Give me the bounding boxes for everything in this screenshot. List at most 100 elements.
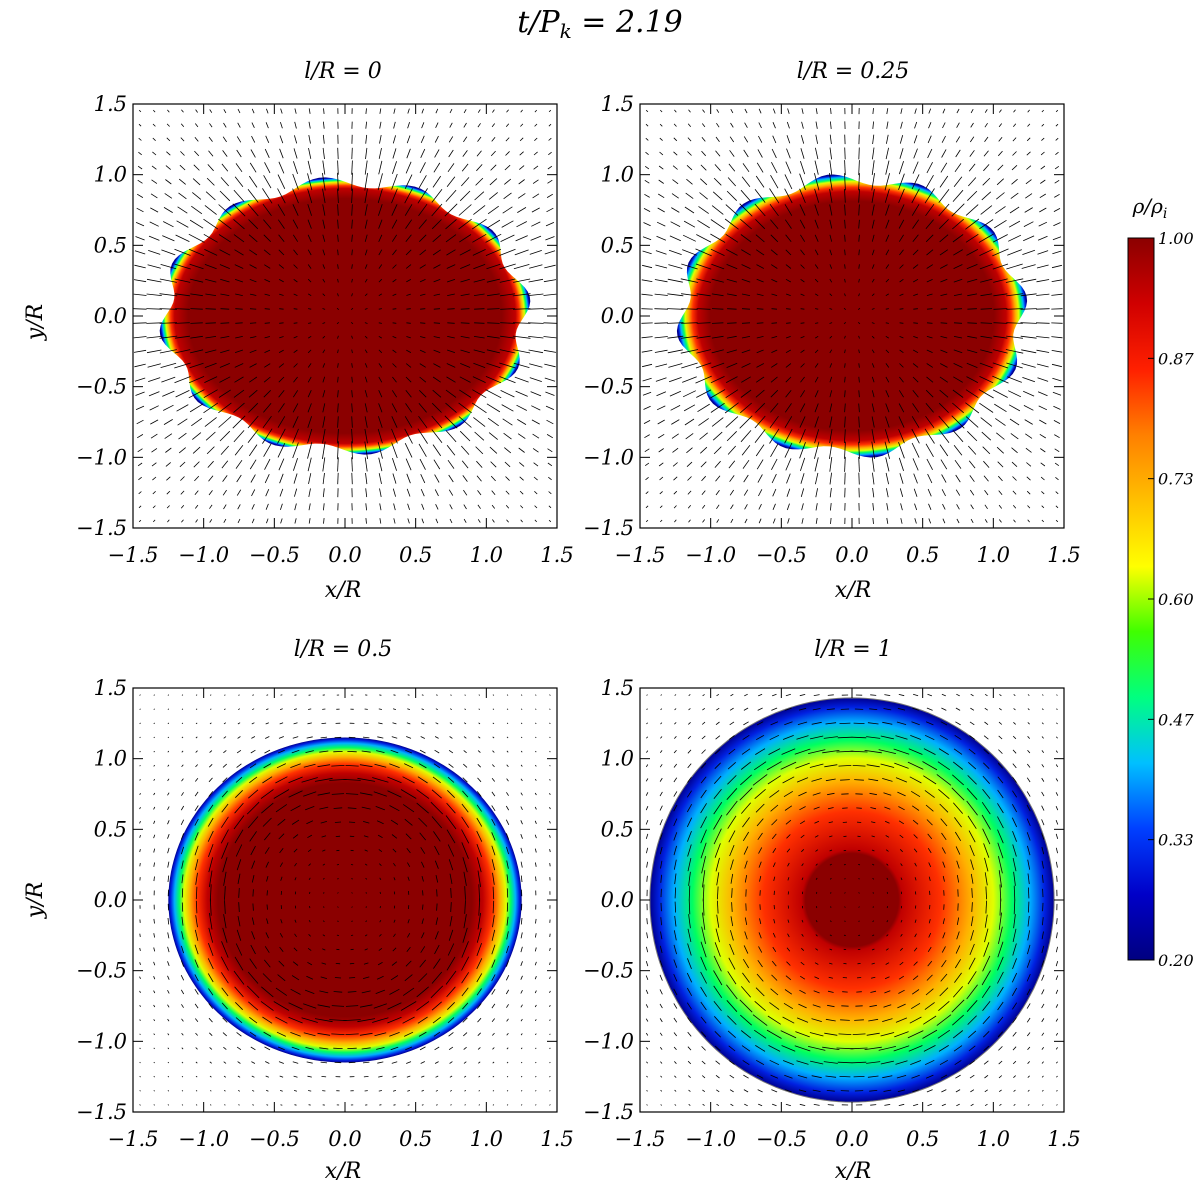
figure-title-main: t/P: [517, 5, 560, 40]
velocity-arrow: [221, 309, 230, 310]
y-tick-label: 1.5: [601, 92, 634, 116]
velocity-arrow: [235, 323, 242, 324]
velocity-arrow: [437, 889, 438, 896]
velocity-arrow: [281, 1105, 283, 1106]
velocity-arrow: [238, 1105, 239, 1106]
colorbar-tick-label: 0.87: [1158, 349, 1194, 368]
x-tick-label: 0.0: [328, 543, 361, 567]
colorbar-tick-label: 0.33: [1158, 831, 1194, 850]
y-axis-label: y/R: [23, 882, 48, 919]
velocity-arrow: [206, 323, 216, 324]
velocity-arrow: [154, 1090, 155, 1091]
x-tick-label: 0.0: [835, 1127, 868, 1151]
x-tick-label: 0.5: [399, 1127, 432, 1151]
velocity-arrow: [140, 1062, 141, 1063]
y-tick-label: 0.5: [94, 233, 127, 257]
velocity-arrow: [450, 695, 451, 696]
velocity-arrow: [840, 723, 851, 724]
x-tick-label: 1.0: [470, 543, 503, 567]
x-tick-label: −1.0: [685, 543, 736, 567]
density-field: [168, 738, 521, 1063]
x-tick-label: −0.5: [249, 1127, 300, 1151]
velocity-arrow: [535, 709, 536, 710]
velocity-arrow: [281, 695, 283, 696]
velocity-arrow: [140, 934, 141, 937]
colorbar-tick-label: 1.00: [1158, 229, 1194, 248]
x-tick-label: −1.0: [178, 1127, 229, 1151]
velocity-arrow: [294, 309, 298, 310]
velocity-arrow: [394, 1105, 396, 1106]
velocity-arrow: [140, 863, 141, 866]
velocity-arrow: [742, 323, 750, 324]
velocity-arrow: [461, 309, 470, 310]
velocity-arrow: [335, 822, 341, 823]
x-axis-label: x/R: [325, 578, 361, 603]
velocity-arrow: [436, 695, 437, 696]
velocity-arrow: [294, 323, 298, 324]
y-tick-label: 0.0: [601, 888, 634, 912]
x-tick-label: 1.0: [977, 543, 1010, 567]
velocity-arrow: [250, 309, 256, 310]
x-tick-label: −0.5: [249, 543, 300, 567]
velocity-arrow: [322, 723, 327, 724]
y-tick-label: −1.0: [76, 445, 127, 469]
panel-title: l/R = 0.5: [294, 637, 392, 662]
velocity-arrow: [335, 978, 341, 979]
velocity-arrow: [727, 323, 737, 324]
velocity-arrow: [507, 1105, 508, 1106]
y-tick-label: −1.5: [583, 516, 634, 540]
velocity-arrow: [253, 889, 254, 896]
velocity-arrow: [253, 904, 254, 911]
velocity-arrow: [535, 1090, 536, 1091]
velocity-arrow: [279, 309, 283, 310]
velocity-arrow: [845, 473, 846, 485]
x-tick-label: 1.5: [1047, 1127, 1080, 1151]
velocity-arrow: [967, 323, 977, 324]
velocity-arrow: [154, 695, 155, 696]
x-tick-label: 0.5: [399, 543, 432, 567]
colorbar-tick-label: 0.20: [1158, 951, 1194, 970]
velocity-arrow: [913, 323, 918, 324]
y-tick-label: −0.5: [583, 959, 634, 983]
panel-title: l/R = 1: [814, 637, 891, 662]
velocity-arrow: [474, 323, 484, 324]
velocity-arrow: [550, 709, 551, 710]
x-axis-label: x/R: [835, 1159, 871, 1184]
x-tick-label: −1.0: [178, 543, 229, 567]
velocity-arrow: [393, 323, 397, 324]
velocity-arrow: [1028, 888, 1029, 899]
velocity-arrow: [295, 695, 297, 696]
velocity-arrow: [423, 905, 424, 910]
velocity-arrow: [436, 1105, 437, 1106]
y-tick-label: 1.5: [94, 676, 127, 700]
velocity-arrow: [393, 309, 397, 310]
velocity-arrow: [206, 309, 216, 310]
velocity-arrow: [349, 978, 355, 979]
y-tick-label: 1.0: [94, 163, 127, 187]
velocity-arrow: [859, 473, 860, 485]
velocity-arrow: [757, 323, 764, 324]
velocity-arrow: [295, 1105, 297, 1106]
velocity-arrow: [465, 1105, 466, 1106]
colorbar: ρ/ρi 1.000.870.730.600.470.330.20: [1128, 194, 1194, 970]
velocity-arrow: [437, 904, 438, 911]
velocity-arrow: [954, 309, 962, 310]
velocity-arrow: [801, 309, 805, 310]
velocity-arrow: [224, 1105, 225, 1106]
x-axis-label: x/R: [835, 578, 871, 603]
velocity-arrow: [859, 148, 860, 160]
y-tick-label: 1.0: [601, 747, 634, 771]
y-tick-label: 0.0: [601, 304, 634, 328]
y-tick-label: 1.0: [94, 747, 127, 771]
velocity-arrow: [182, 695, 183, 696]
x-axis-label: x/R: [325, 1159, 361, 1184]
velocity-arrow: [408, 1105, 410, 1106]
velocity-arrow: [900, 323, 904, 324]
x-tick-label: −1.5: [108, 1127, 159, 1151]
x-tick-label: −0.5: [756, 543, 807, 567]
velocity-arrow: [507, 695, 508, 696]
